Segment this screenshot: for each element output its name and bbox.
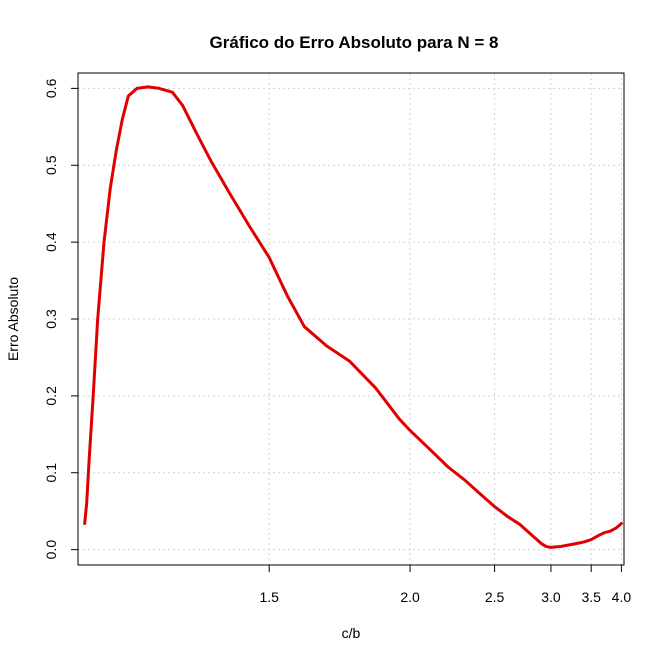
x-tick-label: 3.0 — [541, 589, 561, 605]
y-tick-label: 0.2 — [43, 386, 59, 406]
y-axis-label: Erro Absoluto — [5, 277, 21, 361]
x-axis: 1.5 2.0 2.5 3.0 3.5 4.0 — [259, 565, 631, 605]
y-tick-label: 0.0 — [43, 540, 59, 560]
y-tick-label: 0.6 — [43, 78, 59, 98]
y-axis: 0.0 0.1 0.2 0.3 0.4 0.5 0.6 — [43, 78, 78, 559]
y-tick-label: 0.3 — [43, 309, 59, 329]
x-tick-label: 1.5 — [259, 589, 279, 605]
error-series-line — [83, 85, 623, 549]
chart-title: Gráfico do Erro Absoluto para N = 8 — [210, 33, 499, 52]
x-tick-label: 2.0 — [400, 589, 420, 605]
series-layer — [83, 85, 623, 549]
grid — [78, 73, 624, 565]
y-tick-label: 0.4 — [43, 232, 59, 252]
x-tick-label: 3.5 — [581, 589, 601, 605]
y-tick-label: 0.1 — [43, 463, 59, 483]
x-axis-label: c/b — [342, 625, 361, 641]
x-tick-label: 4.0 — [612, 589, 632, 605]
y-tick-label: 0.5 — [43, 155, 59, 175]
x-tick-label: 2.5 — [485, 589, 505, 605]
